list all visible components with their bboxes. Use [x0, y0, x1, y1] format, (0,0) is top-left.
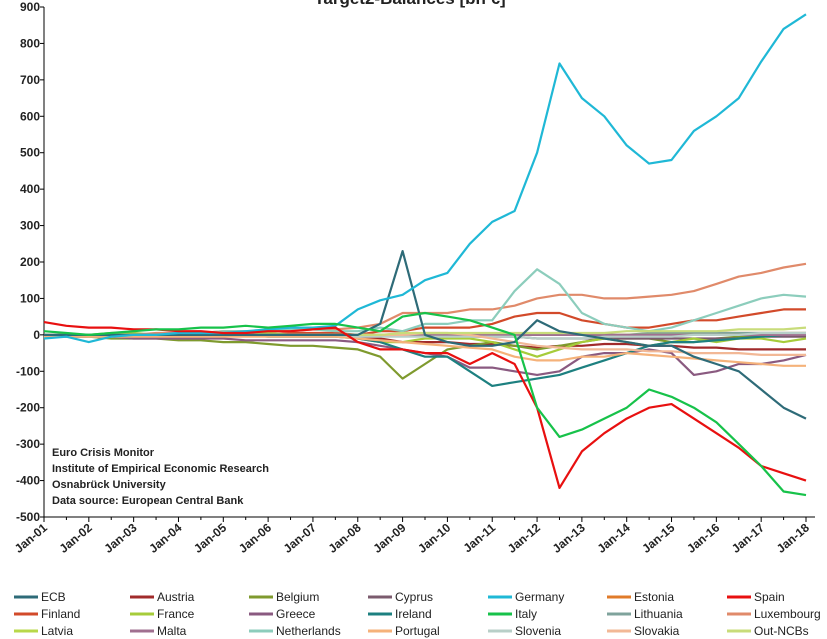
y-tick-label: 700: [20, 73, 40, 87]
legend-label: ECB: [41, 590, 66, 604]
legend-label: Luxembourg: [754, 607, 821, 621]
legend-label: Greece: [276, 607, 316, 621]
legend-label: Netherlands: [276, 624, 341, 638]
series-line: [44, 250, 807, 420]
y-tick-label: 800: [20, 36, 40, 50]
x-tick-label: Jan-14: [595, 520, 633, 555]
annotation: Data source: European Central Bank: [52, 495, 244, 507]
x-tick-label: Jan-11: [461, 520, 499, 555]
y-tick-label: 300: [20, 219, 40, 233]
series-line: [44, 335, 806, 367]
legend-label: France: [157, 607, 195, 621]
y-tick-label: -400: [16, 474, 40, 488]
x-tick-label: Jan-05: [191, 520, 229, 555]
x-tick-label: Jan-08: [326, 520, 364, 555]
legend-label: Slovenia: [515, 624, 561, 638]
y-tick-label: 0: [33, 328, 40, 342]
x-tick-label: Jan-13: [550, 520, 588, 555]
y-tick-label: 100: [20, 291, 40, 305]
legend-label: Germany: [515, 590, 564, 604]
y-tick-label: -500: [16, 510, 40, 524]
x-tick-label: Jan-01: [12, 520, 50, 555]
legend-label: Slovakia: [634, 624, 680, 638]
x-tick-label: Jan-07: [281, 520, 319, 555]
y-tick-label: 500: [20, 146, 40, 160]
legend-label: Malta: [157, 624, 187, 638]
legend-label: Italy: [515, 607, 537, 621]
legend-label: Out-NCBs: [754, 624, 809, 638]
y-tick-label: 600: [20, 109, 40, 123]
y-tick-label: 200: [20, 255, 40, 269]
x-tick-label: Jan-12: [505, 520, 543, 555]
x-tick-label: Jan-16: [684, 520, 722, 555]
x-tick-label: Jan-10: [415, 520, 453, 555]
annotation: Osnabrück University: [52, 479, 167, 491]
legend-label: Finland: [41, 607, 80, 621]
y-tick-label: -300: [16, 437, 40, 451]
legend-label: Estonia: [634, 590, 674, 604]
x-tick-label: Jan-17: [729, 520, 767, 555]
y-tick-label: 400: [20, 182, 40, 196]
legend-label: Latvia: [41, 624, 73, 638]
legend-label: Portugal: [395, 624, 440, 638]
x-tick-label: Jan-06: [236, 520, 274, 555]
x-tick-label: Jan-02: [57, 520, 95, 555]
x-tick-label: Jan-18: [774, 520, 812, 555]
y-tick-label: -200: [16, 401, 40, 415]
x-tick-label: Jan-09: [370, 520, 408, 555]
legend-label: Ireland: [395, 607, 432, 621]
x-tick-label: Jan-03: [101, 520, 139, 555]
series-line: [43, 13, 807, 344]
legend-label: Austria: [157, 590, 195, 604]
annotation: Euro Crisis Monitor: [52, 447, 155, 459]
series-line: [43, 311, 807, 497]
x-tick-label: Jan-04: [146, 520, 184, 555]
series-line: [43, 321, 807, 489]
legend-label: Spain: [754, 590, 785, 604]
chart-title: Target2-Balances [bn €]: [314, 0, 505, 8]
y-tick-label: -100: [16, 364, 40, 378]
legend-label: Lithuania: [634, 607, 683, 621]
legend-label: Belgium: [276, 590, 319, 604]
legend-label: Cyprus: [395, 590, 433, 604]
x-tick-label: Jan-15: [639, 520, 677, 555]
annotation: Institute of Empirical Economic Research: [52, 463, 269, 475]
y-tick-label: 900: [20, 0, 40, 14]
